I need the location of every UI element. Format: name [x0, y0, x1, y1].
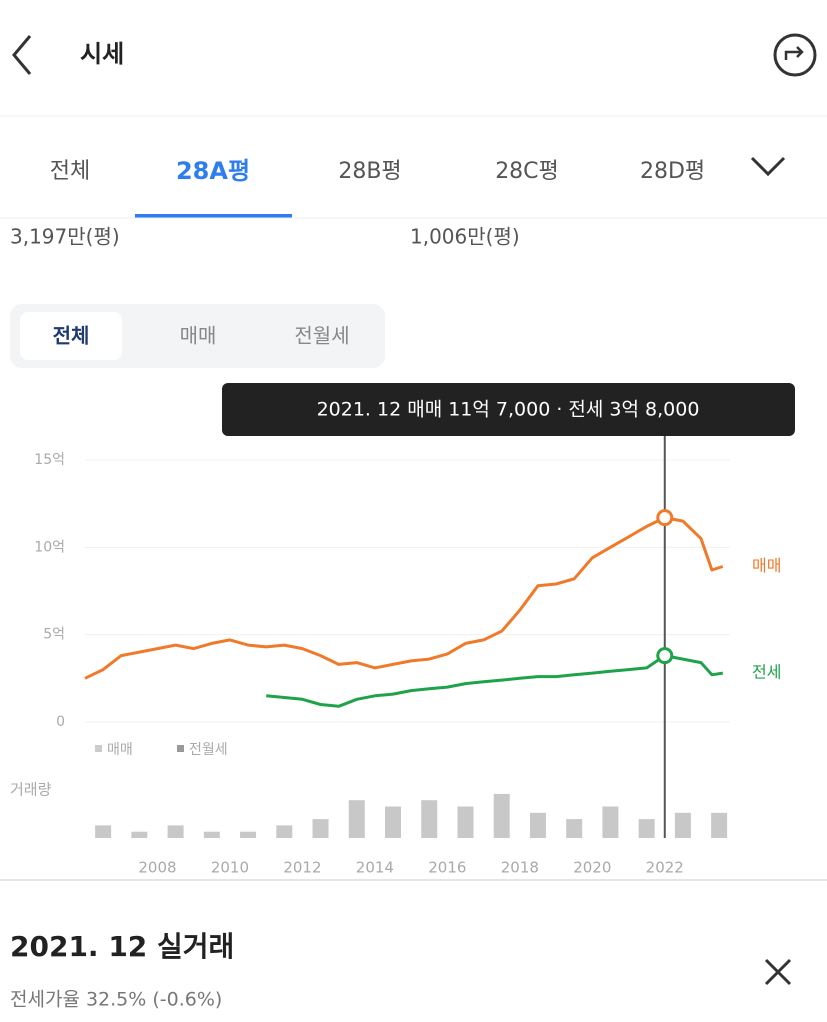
y-tick-label: 10억: [34, 539, 65, 555]
volume-bar: [167, 825, 184, 838]
volume-bar: [674, 812, 691, 838]
legend-swatch: [95, 745, 102, 752]
x-tick-label: 2020: [573, 859, 611, 877]
legend-swatch: [177, 745, 184, 752]
volume-bar: [240, 831, 257, 838]
header-title: 시세: [80, 40, 124, 68]
tab[interactable]: 28D평: [640, 159, 705, 184]
tab-active[interactable]: 28A평: [176, 157, 250, 185]
tooltip-box: [222, 383, 795, 436]
tab-underline: [135, 214, 292, 218]
filter-selected: [20, 312, 122, 360]
volume-bar: [385, 806, 402, 838]
volume-bar: [566, 819, 583, 838]
filter[interactable]: 전체: [53, 324, 90, 348]
x-tick-label: 2008: [138, 859, 176, 877]
tab-expand[interactable]: [750, 156, 786, 177]
share-button[interactable]: [773, 33, 817, 77]
volume-bar: [348, 800, 365, 838]
volume-bar: [602, 806, 619, 838]
tab[interactable]: 28C평: [495, 159, 559, 184]
legend-label: 매매: [107, 742, 133, 758]
series-line: [84, 516, 724, 680]
x-tick-label: 2018: [501, 859, 539, 877]
legend-label: 전월세: [189, 742, 228, 758]
volume-title: 거래량: [10, 781, 52, 799]
tooltip-text: 2021. 12 매매 11억 7,000 · 전세 3억 8,000: [317, 399, 700, 421]
tab-fade: [710, 140, 827, 200]
y-tick-label: 15억: [34, 452, 65, 468]
filter[interactable]: 매매: [180, 324, 217, 348]
x-tick-label: 2010: [211, 859, 249, 877]
filter[interactable]: 전월세: [294, 324, 349, 348]
highlight-point: [656, 647, 674, 665]
volume-bar: [638, 819, 655, 838]
y-tick-label: 0: [56, 714, 65, 730]
detail-subtitle: 전세가율 32.5% (-0.6%): [10, 989, 222, 1011]
x-tick-label: 2012: [283, 859, 321, 877]
volume-bar: [312, 819, 329, 838]
series-label: 전세: [752, 663, 781, 682]
highlight-point: [656, 509, 674, 527]
volume-bar: [457, 806, 474, 838]
series-label: 매매: [752, 556, 781, 575]
stat: 1,006만(평): [410, 225, 520, 249]
volume-bar: [711, 812, 728, 838]
stat: 3,197만(평): [10, 225, 120, 249]
x-tick-label: 2016: [428, 859, 466, 877]
volume-bar: [95, 825, 112, 838]
volume-bar: [203, 831, 220, 838]
close-button[interactable]: [764, 958, 792, 986]
volume-bar: [131, 831, 148, 838]
detail-title: 2021. 12 실거래: [10, 930, 234, 963]
x-tick-label: 2022: [646, 859, 684, 877]
back-button[interactable]: [12, 35, 32, 75]
y-tick-label: 5억: [43, 627, 65, 643]
volume-bar: [529, 812, 546, 838]
volume-bar: [493, 793, 510, 838]
volume-bar: [276, 825, 293, 838]
tab[interactable]: 28B평: [338, 159, 401, 184]
x-tick-label: 2014: [356, 859, 394, 877]
tab[interactable]: 전체: [50, 159, 90, 184]
volume-bar: [421, 800, 438, 838]
